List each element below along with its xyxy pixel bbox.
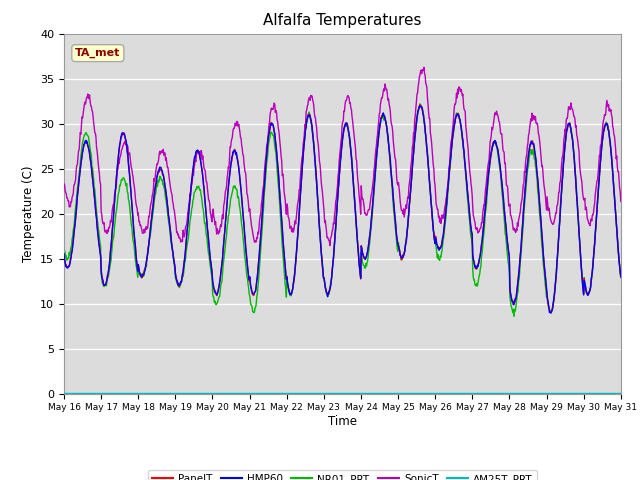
Y-axis label: Temperature (C): Temperature (C) <box>22 165 35 262</box>
X-axis label: Time: Time <box>328 415 357 428</box>
Text: TA_met: TA_met <box>75 48 120 58</box>
Legend: PanelT, HMP60, NR01_PRT, SonicT, AM25T_PRT: PanelT, HMP60, NR01_PRT, SonicT, AM25T_P… <box>148 470 537 480</box>
Title: Alfalfa Temperatures: Alfalfa Temperatures <box>263 13 422 28</box>
